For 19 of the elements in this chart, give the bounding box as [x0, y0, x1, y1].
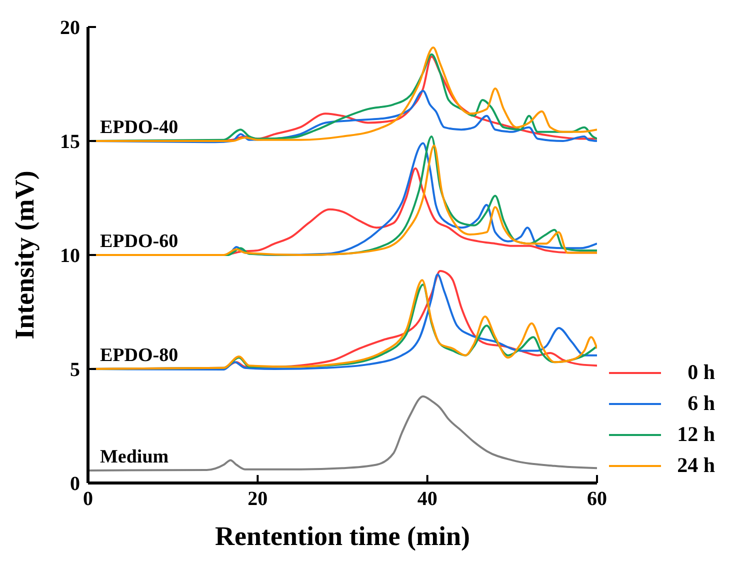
legend-label: 6 h [686, 391, 715, 416]
y-tick-label: 20 [60, 17, 80, 40]
y-axis-title: Intensity (mV) [10, 170, 40, 340]
legend-label: 24 h [676, 453, 715, 478]
annotation: EPDO-40 [100, 117, 178, 138]
x-tick-label: 60 [587, 488, 607, 510]
legend-label: 12 h [676, 422, 715, 447]
annotation: EPDO-60 [100, 231, 178, 252]
y-tick-label: 5 [70, 359, 80, 382]
x-axis-title: Rentention time (min) [215, 521, 470, 551]
annotation: Medium [100, 446, 169, 468]
y-tick-label: 15 [60, 131, 80, 154]
x-tick-label: 20 [248, 488, 268, 510]
line-series [88, 395, 597, 472]
legend-label: 0 h [686, 360, 715, 385]
y-tick-label: 0 [70, 473, 80, 496]
y-tick-label: 10 [60, 245, 80, 268]
x-tick-label: 40 [417, 488, 438, 510]
annotation: EPDO-80 [100, 345, 178, 366]
